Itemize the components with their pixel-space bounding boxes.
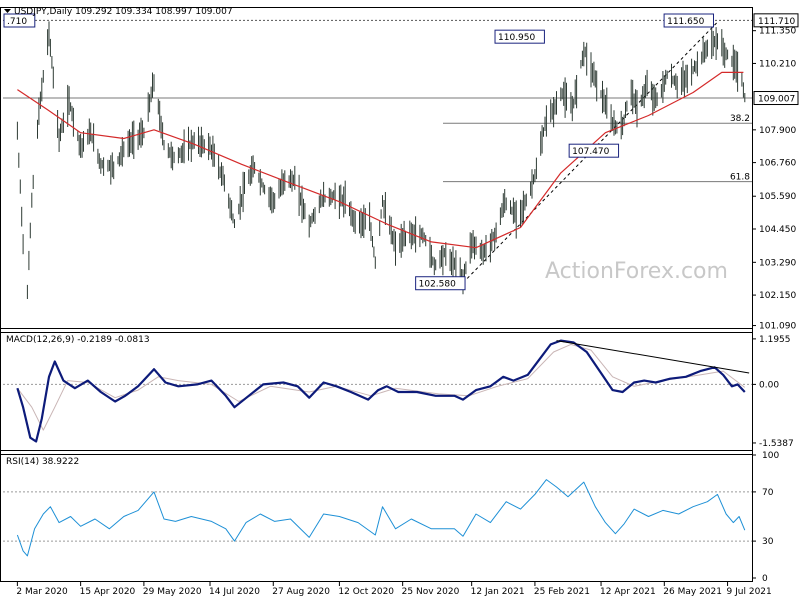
rsi-panel-title: RSI(14) 38.9222 — [6, 457, 79, 467]
macd-axis-label-2: -1.5387 — [759, 439, 794, 449]
price-annotation-label-2: 111.650 — [667, 17, 704, 27]
x-axis-label-2: 29 May 2020 — [143, 587, 202, 597]
collapse-triangle-icon — [4, 9, 11, 13]
rsi-axis-label-2: 30 — [762, 537, 774, 547]
moving-average-line — [17, 71, 744, 249]
price-annotation-label-0: .710 — [7, 17, 27, 27]
macd-panel-frame — [0, 328, 753, 455]
macd-axis-label-1: 0.00 — [759, 380, 779, 390]
x-axis-label-9: 12 Apr 2021 — [600, 587, 656, 597]
macd-main-line — [16, 339, 746, 443]
rsi-axis-label-0: 100 — [762, 451, 779, 461]
top-line-price-tag: 111.710 — [758, 17, 795, 27]
price-annotation-label-1: 110.950 — [498, 33, 535, 43]
price-annotation-label-4: 102.580 — [419, 280, 456, 290]
price-axis-label-5: 104.450 — [759, 225, 796, 235]
rsi-axis-label-3: 0 — [762, 574, 768, 584]
price-axis-label-0: 111.350 — [759, 27, 796, 37]
fibo-label-38-2: 38.2 — [730, 114, 750, 124]
price-annotation-box-2 — [663, 13, 714, 28]
price-annotation-box-0 — [3, 13, 36, 28]
price-axis-label-1: 110.210 — [759, 59, 796, 69]
top-line-price-tag-box — [753, 13, 799, 28]
price-annotation-label-3: 107.470 — [572, 147, 609, 157]
price-axis-label-4: 105.590 — [759, 192, 796, 202]
x-axis-label-11: 9 Jul 2021 — [727, 587, 772, 597]
current-price-tag: 109.007 — [758, 95, 795, 105]
macd-panel-title: MACD(12,26,9) -0.2189 -0.0813 — [6, 335, 150, 345]
price-panel-frame — [0, 7, 753, 333]
price-axis-label-2: 107.900 — [759, 126, 796, 136]
price-axis-label-3: 106.760 — [759, 159, 796, 169]
fibo-label-61-8: 61.8 — [730, 173, 750, 183]
price-axis-label-6: 103.290 — [759, 258, 796, 268]
price-annotation-box-3 — [568, 143, 620, 158]
rsi-axis-label-1: 70 — [762, 488, 774, 498]
price-panel-title: USDJPY,Daily 109.292 109.334 108.997 109… — [14, 7, 233, 17]
price-axis-label-7: 102.150 — [759, 291, 796, 301]
x-axis-label-3: 14 Jul 2020 — [209, 587, 260, 597]
price-bars — [16, 21, 746, 299]
x-axis-label-10: 26 May 2021 — [663, 587, 722, 597]
x-axis-label-4: 27 Aug 2020 — [272, 587, 330, 597]
macd-axis-label-0: 1.1955 — [759, 335, 791, 345]
rsi-line — [16, 479, 746, 557]
x-axis-label-6: 25 Nov 2020 — [402, 587, 460, 597]
current-price-tag-box — [753, 91, 799, 106]
price-annotation-box-4 — [415, 276, 466, 291]
x-axis-label-0: 2 Mar 2020 — [16, 587, 68, 597]
x-axis-label-8: 25 Feb 2021 — [534, 587, 590, 597]
price-axis-label-8: 101.090 — [759, 322, 796, 332]
watermark-text: ActionForex.com — [545, 259, 728, 284]
rsi-panel-frame — [0, 450, 753, 582]
x-axis-label-7: 12 Jan 2021 — [471, 587, 525, 597]
macd-trendline — [556, 340, 750, 374]
price-annotation-box-1 — [494, 29, 545, 44]
x-axis-label-1: 15 Apr 2020 — [80, 587, 136, 597]
x-axis-label-5: 12 Oct 2020 — [338, 587, 394, 597]
